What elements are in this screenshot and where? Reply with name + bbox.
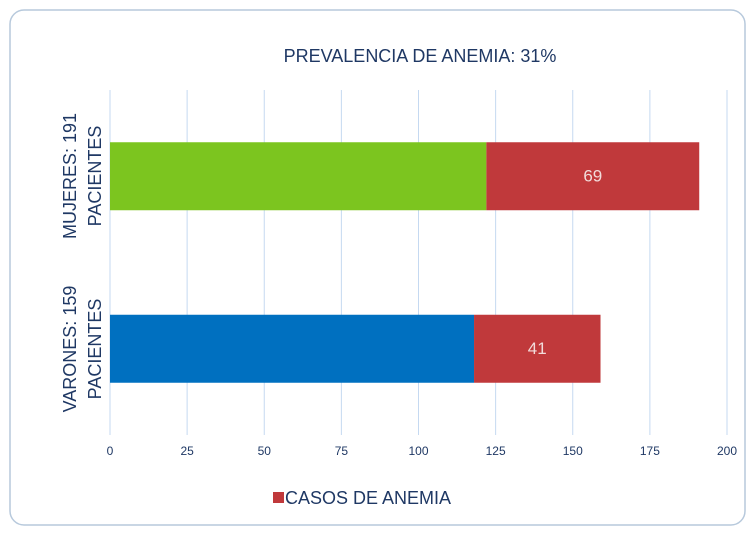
x-tick-label: 100 bbox=[408, 444, 428, 458]
legend-swatch bbox=[273, 492, 284, 503]
bar-segment bbox=[486, 142, 700, 211]
y-tick-label: VARONES: 159 PACIENTES bbox=[60, 285, 105, 413]
x-tick-label: 75 bbox=[335, 444, 349, 458]
data-label: 69 bbox=[583, 167, 602, 186]
x-tick-label: 150 bbox=[563, 444, 583, 458]
x-tick-label: 125 bbox=[486, 444, 506, 458]
chart-title: PREVALENCIA DE ANEMIA: 31% bbox=[284, 46, 557, 66]
x-tick-label: 0 bbox=[107, 444, 114, 458]
legend-label: CASOS DE ANEMIA bbox=[285, 488, 451, 508]
x-tick-label: 200 bbox=[717, 444, 737, 458]
bar-segment bbox=[110, 314, 475, 383]
bar-segment bbox=[110, 142, 487, 211]
x-tick-label: 175 bbox=[640, 444, 660, 458]
x-tick-label: 25 bbox=[180, 444, 194, 458]
data-label: 41 bbox=[528, 339, 547, 358]
x-tick-label: 50 bbox=[258, 444, 272, 458]
bar-segment bbox=[474, 314, 601, 383]
y-tick-label: MUJERES: 191 PACIENTES bbox=[60, 113, 105, 240]
chart-border bbox=[9, 9, 746, 526]
